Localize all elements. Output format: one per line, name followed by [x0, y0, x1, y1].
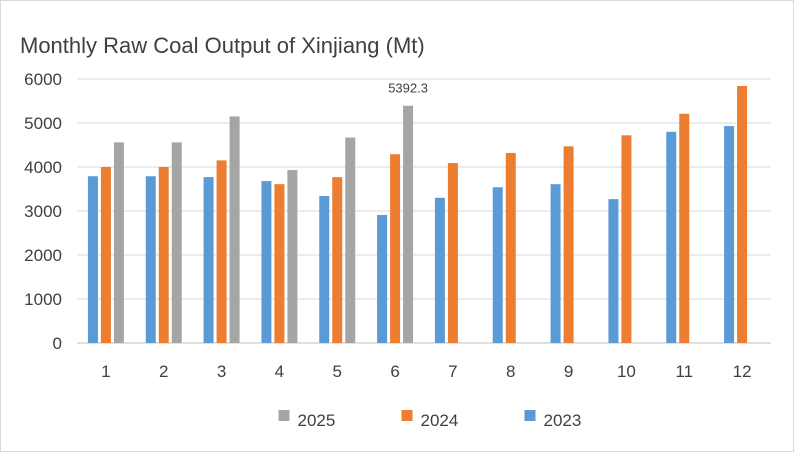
data-label: 5392.3: [388, 81, 428, 96]
gridlines: [77, 78, 771, 344]
bar-2025-2: [171, 142, 182, 343]
chart-title: Monthly Raw Coal Output of Xinjiang (Mt): [20, 33, 425, 58]
y-tick-label: 2000: [24, 246, 62, 265]
x-tick-label: 2: [159, 362, 168, 381]
bar-2025-1: [113, 142, 124, 343]
legend: 2025 2024 2023: [278, 410, 582, 430]
bar-2024-4: [274, 184, 285, 343]
bar-2024-6: [390, 154, 401, 343]
legend-swatch-2024: [401, 410, 413, 421]
x-tick-label: 4: [275, 362, 284, 381]
bar-2023-8: [492, 187, 503, 343]
y-tick-label: 5000: [24, 114, 62, 133]
y-tick-label: 4000: [24, 158, 62, 177]
y-tick-label: 6000: [24, 70, 62, 89]
bar-2023-10: [608, 199, 619, 343]
bar-2023-6: [377, 214, 388, 343]
y-axis-ticks: 0 1000 2000 3000 4000 5000 6000: [24, 70, 62, 353]
legend-label-2024: 2024: [421, 411, 459, 430]
bar-2025-4: [287, 170, 298, 343]
bar-2024-1: [100, 167, 111, 343]
x-tick-label: 10: [617, 362, 636, 381]
bar-2024-10: [621, 135, 632, 343]
bar-2024-12: [737, 86, 748, 343]
bar-2025-3: [229, 116, 240, 344]
bar-2023-7: [434, 197, 445, 343]
bar-2024-7: [447, 163, 458, 343]
bar-2023-11: [666, 131, 677, 343]
x-tick-label: 11: [675, 362, 693, 381]
bar-2023-1: [87, 176, 98, 343]
bar-2024-9: [563, 146, 574, 343]
bar-2024-11: [679, 113, 690, 343]
y-tick-label: 3000: [24, 202, 62, 221]
bar-2023-3: [203, 177, 214, 343]
x-tick-label: 6: [390, 362, 399, 381]
bar-2023-12: [724, 126, 735, 343]
y-tick-label: 1000: [24, 290, 62, 309]
x-tick-label: 5: [333, 362, 342, 381]
data-labels: 5392.3: [388, 81, 428, 96]
bar-2023-9: [550, 184, 561, 343]
x-tick-label: 7: [448, 362, 457, 381]
bar-2025-6: [403, 105, 414, 343]
x-tick-label: 3: [217, 362, 226, 381]
legend-swatch-2025: [278, 410, 290, 421]
bar-2023-2: [145, 176, 156, 343]
legend-label-2023: 2023: [544, 411, 582, 430]
legend-label-2025: 2025: [298, 411, 336, 430]
bar-2025-5: [345, 137, 356, 343]
bar-2024-2: [158, 167, 169, 343]
bar-2024-8: [505, 152, 516, 343]
x-tick-label: 1: [101, 362, 110, 381]
x-tick-label: 12: [733, 362, 752, 381]
legend-swatch-2023: [524, 410, 536, 421]
x-tick-label: 8: [506, 362, 515, 381]
bar-2024-3: [216, 160, 227, 343]
bar-2023-5: [319, 196, 330, 343]
x-axis-ticks: 1 2 3 4 5 6 7 8 9 10 11 12: [101, 362, 751, 381]
x-tick-label: 9: [564, 362, 573, 381]
y-tick-label: 0: [53, 334, 62, 353]
bar-2024-5: [332, 177, 343, 343]
bars: [87, 86, 748, 344]
bar-2023-4: [261, 181, 272, 343]
